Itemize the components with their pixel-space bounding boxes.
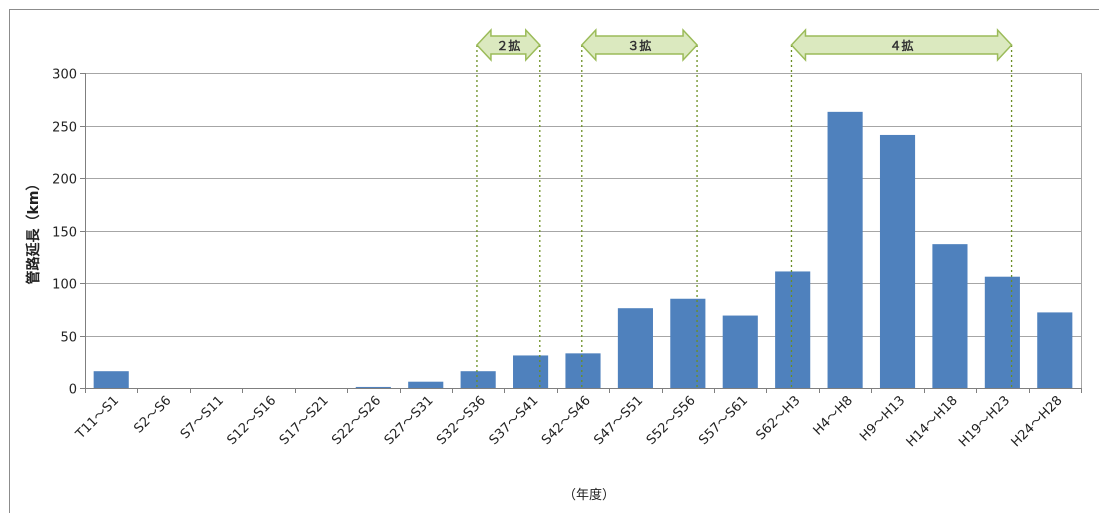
- x-tick-label: H14～H18: [904, 393, 961, 450]
- x-tick-label: S32～S36: [434, 393, 489, 448]
- x-tick-label: S42～S46: [539, 393, 594, 448]
- x-tick-label: H24～H28: [1009, 393, 1066, 450]
- x-tick-label: S22～S26: [329, 393, 384, 448]
- x-tick-label: S52～S56: [644, 393, 699, 448]
- double-arrow-annotation: [790, 28, 1013, 62]
- bar-1: [93, 371, 129, 388]
- x-tick-label: S27～S31: [382, 393, 437, 448]
- bar-16: [879, 134, 916, 388]
- x-tick-label: S62～H3: [753, 393, 803, 443]
- bar-18: [984, 276, 1020, 388]
- x-tick-label: H19～H23: [956, 393, 1013, 450]
- bar-8: [460, 371, 496, 388]
- annotation-label: ３拡: [627, 38, 651, 53]
- x-tick-label: S47～S51: [591, 393, 646, 448]
- y-tick-label: 150: [52, 226, 77, 241]
- y-tick-label: 300: [52, 68, 77, 83]
- double-arrow-annotation: [580, 28, 699, 62]
- y-axis-title: 管路延長（km）: [25, 177, 42, 285]
- y-tick-label: 200: [52, 173, 77, 188]
- x-tick-label: S37～S41: [487, 393, 542, 448]
- x-tick-label: T11～S1: [73, 393, 123, 443]
- bar-17: [932, 244, 968, 388]
- x-tick-label: S2～S6: [131, 393, 174, 436]
- bar-19: [1037, 312, 1073, 388]
- bar-12: [670, 298, 706, 388]
- annotation-label: ４拡: [890, 38, 914, 53]
- bar-14: [775, 271, 811, 388]
- y-tick-label: 250: [52, 121, 77, 136]
- bar-13: [722, 315, 758, 388]
- bar-10: [565, 353, 601, 388]
- annotation-label: ２拡: [496, 38, 520, 53]
- x-tick-label: S12～S16: [224, 393, 279, 448]
- bar-15: [827, 111, 863, 388]
- bar-6: [355, 386, 391, 388]
- x-tick-label: S7～S11: [178, 393, 227, 442]
- x-axis-title: （年度）: [563, 487, 615, 503]
- bar-11: [617, 308, 653, 388]
- bar-7: [408, 381, 444, 388]
- double-arrow-annotation: [475, 28, 541, 62]
- x-tick-label: S17～S21: [277, 393, 332, 448]
- bar-9: [513, 355, 549, 388]
- y-tick-label: 50: [60, 331, 77, 346]
- y-tick-label: 0: [69, 383, 77, 398]
- x-tick-label: S57～S61: [696, 393, 751, 448]
- x-tick-label: H9～H13: [857, 393, 908, 444]
- chart-frame: [9, 9, 1099, 513]
- y-tick-label: 100: [52, 278, 77, 293]
- x-tick-label: H4～H8: [811, 393, 856, 438]
